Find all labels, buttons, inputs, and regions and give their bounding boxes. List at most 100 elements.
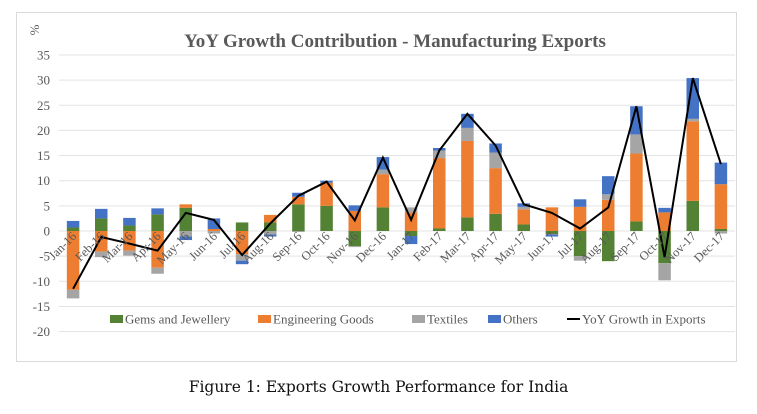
y-tick-label: 15 <box>37 148 50 163</box>
y-tick-label: 0 <box>44 224 51 239</box>
bar-engineering-goods <box>292 196 305 205</box>
x-tick-label: Mar-17 <box>437 229 473 265</box>
bar-textiles <box>123 250 136 256</box>
bar-gems-and-jewellery <box>376 207 390 231</box>
bar-gems-and-jewellery <box>123 225 136 231</box>
bar-engineering-goods <box>630 153 643 222</box>
bar-textiles <box>235 254 249 261</box>
bar-textiles <box>376 169 390 175</box>
bar-textiles <box>517 206 530 210</box>
bar-engineering-goods <box>489 168 502 214</box>
bar-gems-and-jewellery <box>66 227 80 231</box>
bar-engineering-goods <box>207 228 221 231</box>
legend-swatch <box>488 315 501 323</box>
line-yoy-growth <box>72 77 722 290</box>
legend-label: Others <box>503 312 538 327</box>
legend-label: YoY Growth in Exports <box>582 312 706 327</box>
bar-others <box>179 236 192 241</box>
bar-engineering-goods <box>517 209 530 225</box>
bar-textiles <box>658 263 671 281</box>
bar-others <box>235 260 249 265</box>
bar-engineering-goods <box>95 231 108 252</box>
x-axis-ticks: Jan-16Feb-16Mar-16Apr-16May-16Jun-16Jul-… <box>46 229 727 267</box>
growth-line <box>72 77 722 290</box>
bar-others <box>66 220 80 228</box>
bar-engineering-goods <box>545 207 559 231</box>
bar-textiles <box>489 152 502 169</box>
bar-engineering-goods <box>179 204 192 208</box>
y-tick-label: 35 <box>37 47 50 62</box>
bar-others <box>348 205 361 211</box>
bar-textiles <box>686 118 699 122</box>
bar-gems-and-jewellery <box>433 228 446 231</box>
bar-textiles <box>151 267 164 274</box>
x-tick-label: Jun-17 <box>524 229 558 263</box>
y-tick-label: -20 <box>33 324 50 339</box>
y-tick-label: 30 <box>37 73 50 88</box>
bars <box>66 78 728 299</box>
bar-gems-and-jewellery <box>686 200 699 231</box>
bar-gems-and-jewellery <box>95 218 108 231</box>
legend: Gems and Jewellery Engineering Goods Texti… <box>110 312 706 327</box>
legend-swatch <box>110 315 123 323</box>
bar-gems-and-jewellery <box>545 231 559 235</box>
bar-engineering-goods <box>433 158 446 229</box>
bar-others <box>658 207 671 213</box>
bar-engineering-goods <box>658 212 671 231</box>
bar-textiles <box>264 231 277 235</box>
bar-others <box>714 162 728 185</box>
bar-gems-and-jewellery <box>151 214 164 231</box>
x-tick-label: Jan-17 <box>384 229 417 262</box>
chart-frame <box>16 12 737 362</box>
legend-label: Engineering Goods <box>273 312 374 327</box>
legend-swatch <box>412 315 425 323</box>
bar-engineering-goods <box>264 214 277 223</box>
bar-textiles <box>461 127 474 141</box>
bar-others <box>207 218 221 229</box>
bar-others <box>123 217 136 226</box>
bar-textiles <box>545 234 559 235</box>
bar-textiles <box>630 134 643 154</box>
x-tick-label: Dec-17 <box>691 229 727 265</box>
bar-gems-and-jewellery <box>292 204 305 231</box>
bar-engineering-goods <box>602 199 615 231</box>
bar-others <box>95 208 108 219</box>
bar-textiles <box>714 231 728 234</box>
x-tick-label: May-17 <box>492 229 530 267</box>
bar-gems-and-jewellery <box>264 222 277 231</box>
bar-others <box>489 143 502 153</box>
y-axis-label: % <box>27 24 42 35</box>
bar-textiles <box>207 231 221 234</box>
bar-textiles <box>95 251 108 258</box>
gridlines <box>59 54 735 333</box>
y-tick-label: 10 <box>37 173 50 188</box>
bar-engineering-goods <box>376 174 390 208</box>
bar-textiles <box>573 256 587 261</box>
y-tick-label: -15 <box>33 299 50 314</box>
bar-gems-and-jewellery <box>630 221 643 231</box>
bar-textiles <box>66 289 80 299</box>
y-tick-label: -5 <box>39 249 50 264</box>
bar-engineering-goods <box>714 184 728 229</box>
bar-textiles <box>433 150 446 159</box>
bar-others <box>573 199 587 207</box>
y-axis-ticks: -20 -15 -10 -5 0 5 10 15 20 25 30 35 <box>33 47 50 339</box>
bar-gems-and-jewellery <box>517 224 530 231</box>
bar-engineering-goods <box>320 182 333 206</box>
bar-engineering-goods <box>686 121 699 201</box>
bar-gems-and-jewellery <box>602 231 615 262</box>
legend-swatch <box>258 315 271 323</box>
figure-caption: Figure 1: Exports Growth Performance for… <box>188 378 569 396</box>
bar-gems-and-jewellery <box>404 231 418 237</box>
bar-textiles <box>292 231 305 233</box>
y-tick-label: 20 <box>37 123 50 138</box>
bar-textiles <box>179 231 192 237</box>
bar-gems-and-jewellery <box>489 213 502 231</box>
y-tick-label: 5 <box>44 198 51 213</box>
bar-textiles <box>404 207 418 213</box>
chart-title: YoY Growth Contribution - Manufacturing … <box>184 31 606 52</box>
bar-others <box>151 208 164 215</box>
bar-gems-and-jewellery <box>348 231 361 247</box>
x-tick-label: Nov-16 <box>324 229 361 266</box>
